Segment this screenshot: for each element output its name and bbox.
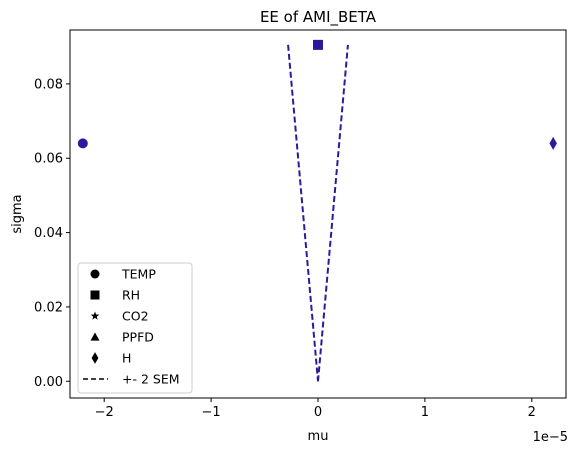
y-tick-label: 0.00 bbox=[34, 375, 63, 390]
legend-label: CO2 bbox=[122, 309, 149, 324]
point-h bbox=[549, 136, 557, 150]
legend-marker-triangle bbox=[90, 332, 100, 341]
legend-marker-circle bbox=[90, 269, 100, 279]
point-temp bbox=[77, 138, 88, 149]
x-tick-label: −2 bbox=[95, 405, 114, 420]
x-tick-label: −1 bbox=[202, 405, 221, 420]
legend-marker-star bbox=[90, 311, 100, 320]
y-tick-label: 0.06 bbox=[34, 152, 63, 167]
y-tick-label: 0.04 bbox=[34, 226, 63, 241]
legend-box bbox=[77, 262, 193, 394]
legend-label: RH bbox=[122, 288, 140, 303]
legend: TEMP RH CO2 PPFD H +- 2 SEM bbox=[77, 262, 193, 394]
x-tick-label: 1 bbox=[421, 405, 429, 420]
x-axis-label: mu bbox=[308, 429, 329, 444]
legend-label: PPFD bbox=[122, 330, 154, 345]
y-tick-label: 0.08 bbox=[34, 77, 63, 92]
sem-line-right bbox=[317, 44, 349, 382]
legend-label: TEMP bbox=[121, 267, 156, 282]
legend-label: +- 2 SEM bbox=[122, 372, 180, 387]
x-axis-offset-label: 1e−5 bbox=[533, 430, 568, 445]
y-axis-label: sigma bbox=[10, 194, 25, 233]
legend-marker-diamond bbox=[91, 352, 99, 364]
x-tick-label: 0 bbox=[314, 405, 322, 420]
plot-area bbox=[77, 39, 557, 382]
y-tick-label: 0.02 bbox=[34, 300, 63, 315]
chart-title: EE of AMI_BETA bbox=[260, 8, 377, 27]
x-tick-label: 2 bbox=[528, 405, 536, 420]
point-rh bbox=[313, 39, 323, 50]
legend-marker-square bbox=[90, 290, 100, 300]
sem-line-left bbox=[287, 44, 319, 382]
axes: −2 −1 0 1 2 0.00 0.02 0.04 0.06 0.08 bbox=[34, 29, 567, 420]
legend-label: H bbox=[122, 351, 131, 366]
